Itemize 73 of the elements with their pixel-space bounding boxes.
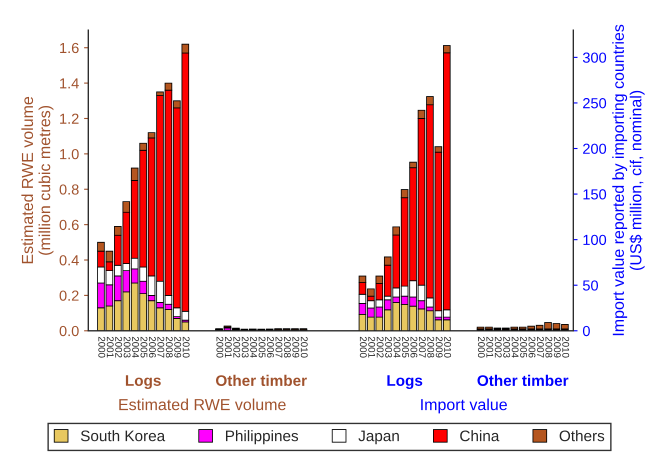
- x-tick-label: 2005: [520, 336, 527, 358]
- legend-label: South Korea: [80, 430, 166, 442]
- x-tick-label: 2001: [224, 336, 232, 358]
- x-tick-label: 2000: [360, 336, 367, 358]
- legend-label: Others: [560, 430, 604, 442]
- x-tick-label: 2000: [98, 336, 106, 358]
- y2-tick-label: 50: [582, 280, 598, 291]
- x-tick-label: 2002: [376, 336, 384, 358]
- text: Import value: [421, 398, 507, 414]
- y-tick-label: 0.6: [60, 220, 79, 230]
- text: Estimated RWE volume: [119, 398, 286, 410]
- y2-axis-title: Import value reported by importing countries (US$ million, cif, nominal): [612, 24, 645, 336]
- y2-tick-label: 300: [582, 52, 606, 63]
- y2-tick-label: 200: [583, 144, 606, 154]
- text: Logs: [126, 375, 161, 390]
- x-tick-label: 2008: [166, 336, 173, 358]
- x-tick-label: 2010: [182, 336, 190, 358]
- x-tick-label: 2010: [300, 336, 308, 358]
- x-tick-label: 2000: [216, 336, 224, 358]
- x-tick-label: 2005: [140, 336, 148, 358]
- x-tick-label: 2004: [250, 336, 258, 358]
- x-tick-label: 2001: [486, 336, 494, 358]
- x-tick-label: 2010: [562, 336, 570, 358]
- x-tick-label: 2006: [267, 336, 274, 358]
- y-tick-label: 0.4: [60, 255, 79, 266]
- x-tick-label: 2002: [494, 336, 502, 358]
- legend-label: Japan: [358, 430, 399, 444]
- x-tick-label: 2010: [444, 336, 452, 358]
- x-tick-label: 2004: [512, 336, 519, 358]
- y2-tick-label: 250: [583, 98, 606, 108]
- x-tick-label: 2005: [402, 336, 409, 358]
- x-tick-label: 2007: [418, 336, 426, 358]
- x-tick-label: 2008: [284, 336, 291, 358]
- x-tick-label: 2003: [124, 336, 131, 358]
- y2-tick-label: 100: [583, 234, 606, 246]
- y2-tick-label: 0: [582, 326, 590, 336]
- x-tick-label: 2000: [478, 336, 485, 358]
- x-tick-label: 2001: [106, 336, 114, 358]
- x-tick-label: 2003: [503, 336, 510, 358]
- x-tick-label: 2007: [157, 336, 164, 358]
- x-tick-label: 2002: [115, 336, 122, 358]
- legend-label: Philippines: [226, 430, 298, 444]
- x-tick-label: 2004: [132, 336, 139, 358]
- x-tick-label: 2009: [436, 336, 443, 358]
- text: Other timber: [216, 374, 307, 386]
- x-tick-label: 2003: [385, 336, 392, 358]
- text: Logs: [387, 375, 422, 390]
- x-tick-label: 2008: [427, 336, 434, 358]
- y-tick-label: 1.4: [60, 78, 79, 88]
- x-tick-label: 2006: [148, 336, 156, 358]
- x-tick-label: 2006: [528, 336, 536, 358]
- x-tick-label: 2009: [554, 336, 561, 358]
- x-tick-label: 2002: [233, 336, 240, 358]
- x-tick-label: 2007: [536, 336, 544, 358]
- y-tick-label: 0.0: [60, 326, 79, 336]
- y-tick-label: 1.6: [60, 42, 79, 54]
- text: Other timber: [478, 374, 568, 386]
- y-tick-label: 0.2: [60, 290, 79, 301]
- x-tick-label: 2005: [258, 336, 266, 358]
- y-tick-label: 1.2: [60, 114, 79, 124]
- y2-tick-label: 150: [583, 189, 606, 200]
- y-tick-label: 0.8: [60, 184, 79, 195]
- x-tick-label: 2003: [242, 336, 249, 358]
- x-tick-label: 2007: [275, 336, 282, 358]
- x-tick-label: 2004: [394, 336, 400, 358]
- legend-label: China: [460, 430, 500, 442]
- x-tick-label: 2009: [174, 336, 182, 358]
- y-axis-title: Estimated RWE volume (million cubic metres): [21, 96, 54, 264]
- y-tick-label: 1.0: [60, 148, 79, 160]
- x-tick-label: 2009: [292, 336, 300, 358]
- x-tick-label: 2001: [368, 336, 376, 358]
- x-tick-label: 2006: [410, 336, 418, 358]
- x-tick-label: 2008: [545, 336, 552, 358]
